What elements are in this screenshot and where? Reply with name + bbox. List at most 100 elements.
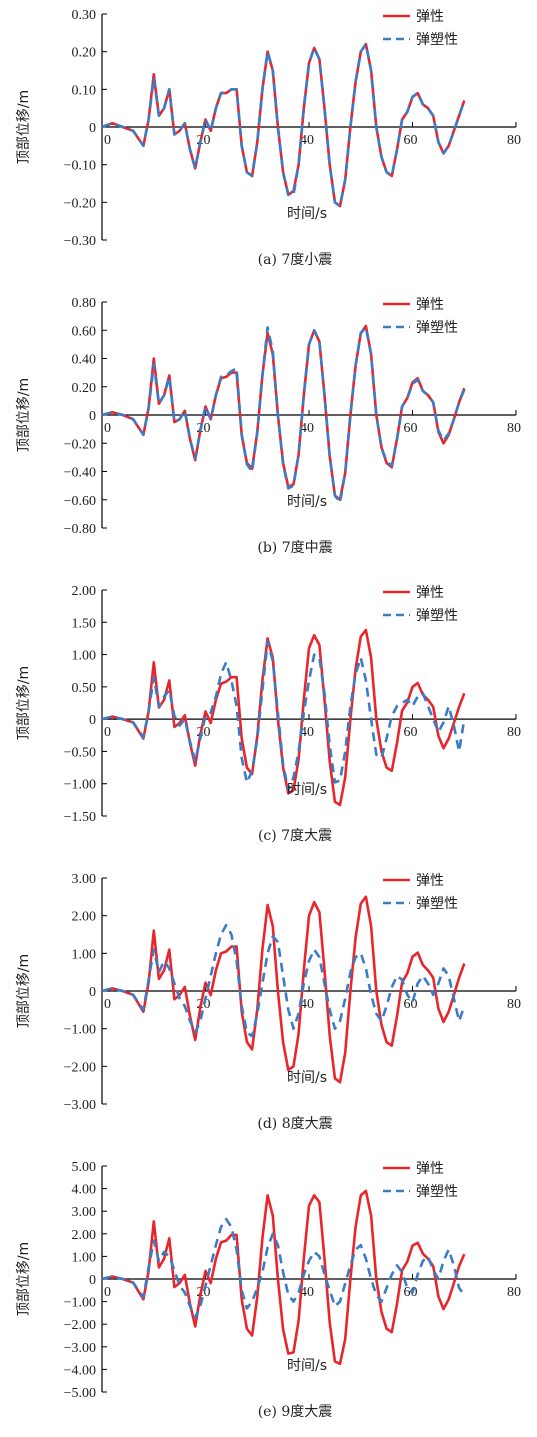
series-elastoplastic-line	[101, 42, 466, 208]
y-tick-label: 5.00	[72, 1160, 97, 1175]
legend-elastic-label: 弹性	[416, 585, 444, 601]
x-tick-label: 80	[507, 997, 521, 1012]
y-tick-label: 0	[89, 1273, 96, 1288]
y-tick-label: −0.80	[64, 522, 96, 537]
x-tick-label: 80	[507, 725, 521, 740]
y-tick-label: −5.00	[64, 1386, 96, 1401]
y-tick-label: −3.00	[64, 1098, 96, 1113]
legend-elastic-label: 弹性	[416, 873, 444, 889]
y-tick-label: 0.20	[72, 46, 97, 61]
chart-panel-2: 0.80 0.60 0.40 0.20 0 −0.20 −0.40 −0.60 −0.80 0 20…	[0, 288, 537, 573]
series-elastic-line	[101, 42, 466, 208]
x-tick-label: 60	[404, 725, 418, 740]
x-axis-title: 时间/s	[287, 782, 327, 798]
x-tick-label: 40	[300, 133, 314, 148]
y-tick-label: −0.40	[64, 466, 96, 481]
y-axis-title: 顶部位移/m	[16, 666, 32, 740]
chart-panel-3: 2.00 1.50 1.00 0.50 0 −0.50 −1.00 −1.50 0 20 40 60 8…	[0, 576, 537, 861]
series-elastic-line	[101, 628, 466, 807]
chart-panel-1: 0.30 0.20 0.10 0 −0.10 −0.20 −0.30 0 20 40 60 80 顶部位…	[0, 0, 537, 285]
y-tick-label: 0	[89, 409, 96, 424]
y-tick-label: −3.00	[64, 1341, 96, 1356]
x-tick-label: 80	[507, 1285, 521, 1300]
x-axis-title: 时间/s	[287, 494, 327, 510]
panel-caption: (d) 8度大震	[257, 1116, 332, 1132]
y-tick-label: −0.30	[64, 234, 96, 249]
chart-svg: 2.001.501.000.500−0.50−1.00−1.500 20 40 60 8…	[16, 584, 521, 844]
y-tick-label: 0	[89, 121, 96, 136]
y-tick-label: 4.00	[72, 1183, 97, 1198]
panel-caption: (c) 7度大震	[258, 828, 332, 844]
x-tick-label: 0	[104, 1285, 111, 1300]
y-tick-label: 0.60	[72, 324, 97, 339]
y-tick-label: −0.60	[64, 494, 96, 509]
x-tick-label: 60	[404, 421, 418, 436]
y-tick-label: −0.50	[64, 745, 96, 760]
series-elastoplastic-line	[101, 1217, 466, 1319]
series-elastoplastic-line	[101, 640, 466, 792]
legend-elastic-label: 弹性	[416, 297, 444, 313]
y-tick-label: 1.00	[72, 1250, 97, 1265]
y-axis-title: 顶部位移/m	[16, 954, 32, 1028]
legend-elastic-label: 弹性	[416, 9, 444, 25]
y-tick-label: −2.00	[64, 1060, 96, 1075]
y-tick-label: −2.00	[64, 1318, 96, 1333]
y-tick-label: −0.20	[64, 196, 96, 211]
y-tick-label: 2.00	[72, 910, 97, 925]
x-tick-label: 60	[404, 133, 418, 148]
y-tick-label: 2.00	[72, 584, 97, 599]
series-elastic-line	[101, 324, 466, 502]
x-tick-label: 40	[300, 1285, 314, 1300]
x-tick-label: 0	[104, 133, 111, 148]
series-elastic-line	[101, 895, 466, 1084]
y-axis-title: 顶部位移/m	[16, 378, 32, 452]
chart-panel-4: 3.00 2.00 1.00 0 −1.00 −2.00 −3.00 0 20 40 60 80 顶部位…	[0, 864, 537, 1149]
series-elastic-line	[101, 1189, 466, 1366]
series-elastoplastic-line	[101, 326, 466, 504]
y-axis-title: 顶部位移/m	[16, 90, 32, 164]
y-tick-label: 0.30	[72, 8, 97, 23]
y-tick-label: 1.50	[72, 616, 97, 631]
y-tick-label: 3.00	[72, 872, 97, 887]
series-elastoplastic-line	[101, 923, 466, 1038]
x-tick-label: 60	[404, 997, 418, 1012]
chart-panel-5: 5.00 4.00 3.00 2.00 1.00 0 −1.00 −2.00 −3.00 −4.0…	[0, 1152, 537, 1437]
x-tick-label: 80	[507, 133, 521, 148]
x-tick-label: 40	[300, 997, 314, 1012]
y-tick-label: 0.50	[72, 681, 97, 696]
y-tick-label: −4.00	[64, 1363, 96, 1378]
y-tick-label: 0.10	[72, 83, 97, 98]
legend-elastoplastic-label: 弹塑性	[416, 608, 458, 624]
x-axis-title: 时间/s	[287, 1358, 327, 1374]
panel-caption: (a) 7度小震	[258, 252, 333, 268]
x-tick-label: 0	[104, 997, 111, 1012]
chart-svg: 3.002.001.000−1.00−2.00−3.000 20 40 60 80顶部位…	[16, 872, 521, 1132]
x-axis-title: 时间/s	[287, 206, 327, 222]
y-tick-label: 2.00	[72, 1228, 97, 1243]
legend-elastic-label: 弹性	[416, 1161, 444, 1177]
y-tick-label: −1.00	[64, 778, 96, 793]
y-tick-label: −1.00	[64, 1023, 96, 1038]
y-tick-label: −1.50	[64, 810, 96, 825]
panel-caption: (b) 7度中震	[257, 540, 332, 556]
chart-svg: 0.300.200.100−0.10−0.20−0.300 20 40 60 80顶部位…	[16, 8, 521, 268]
x-tick-label: 0	[104, 725, 111, 740]
legend-elastoplastic-label: 弹塑性	[416, 320, 458, 336]
chart-svg: 0.800.600.400.200−0.20−0.40−0.60−0.800 20…	[16, 296, 521, 556]
y-tick-label: −0.20	[64, 437, 96, 452]
y-tick-label: 0	[89, 713, 96, 728]
legend-elastoplastic-label: 弹塑性	[416, 1184, 458, 1200]
legend-elastoplastic-label: 弹塑性	[416, 32, 458, 48]
y-tick-label: 3.00	[72, 1205, 97, 1220]
legend-elastoplastic-label: 弹塑性	[416, 896, 458, 912]
x-tick-label: 0	[104, 421, 111, 436]
y-tick-label: 1.00	[72, 947, 97, 962]
chart-svg: 5.00 4.00 3.00 2.00 1.00 0 −1.00 −2.00 −3.00 −4.0…	[16, 1160, 521, 1420]
y-axis-title: 顶部位移/m	[16, 1242, 32, 1316]
